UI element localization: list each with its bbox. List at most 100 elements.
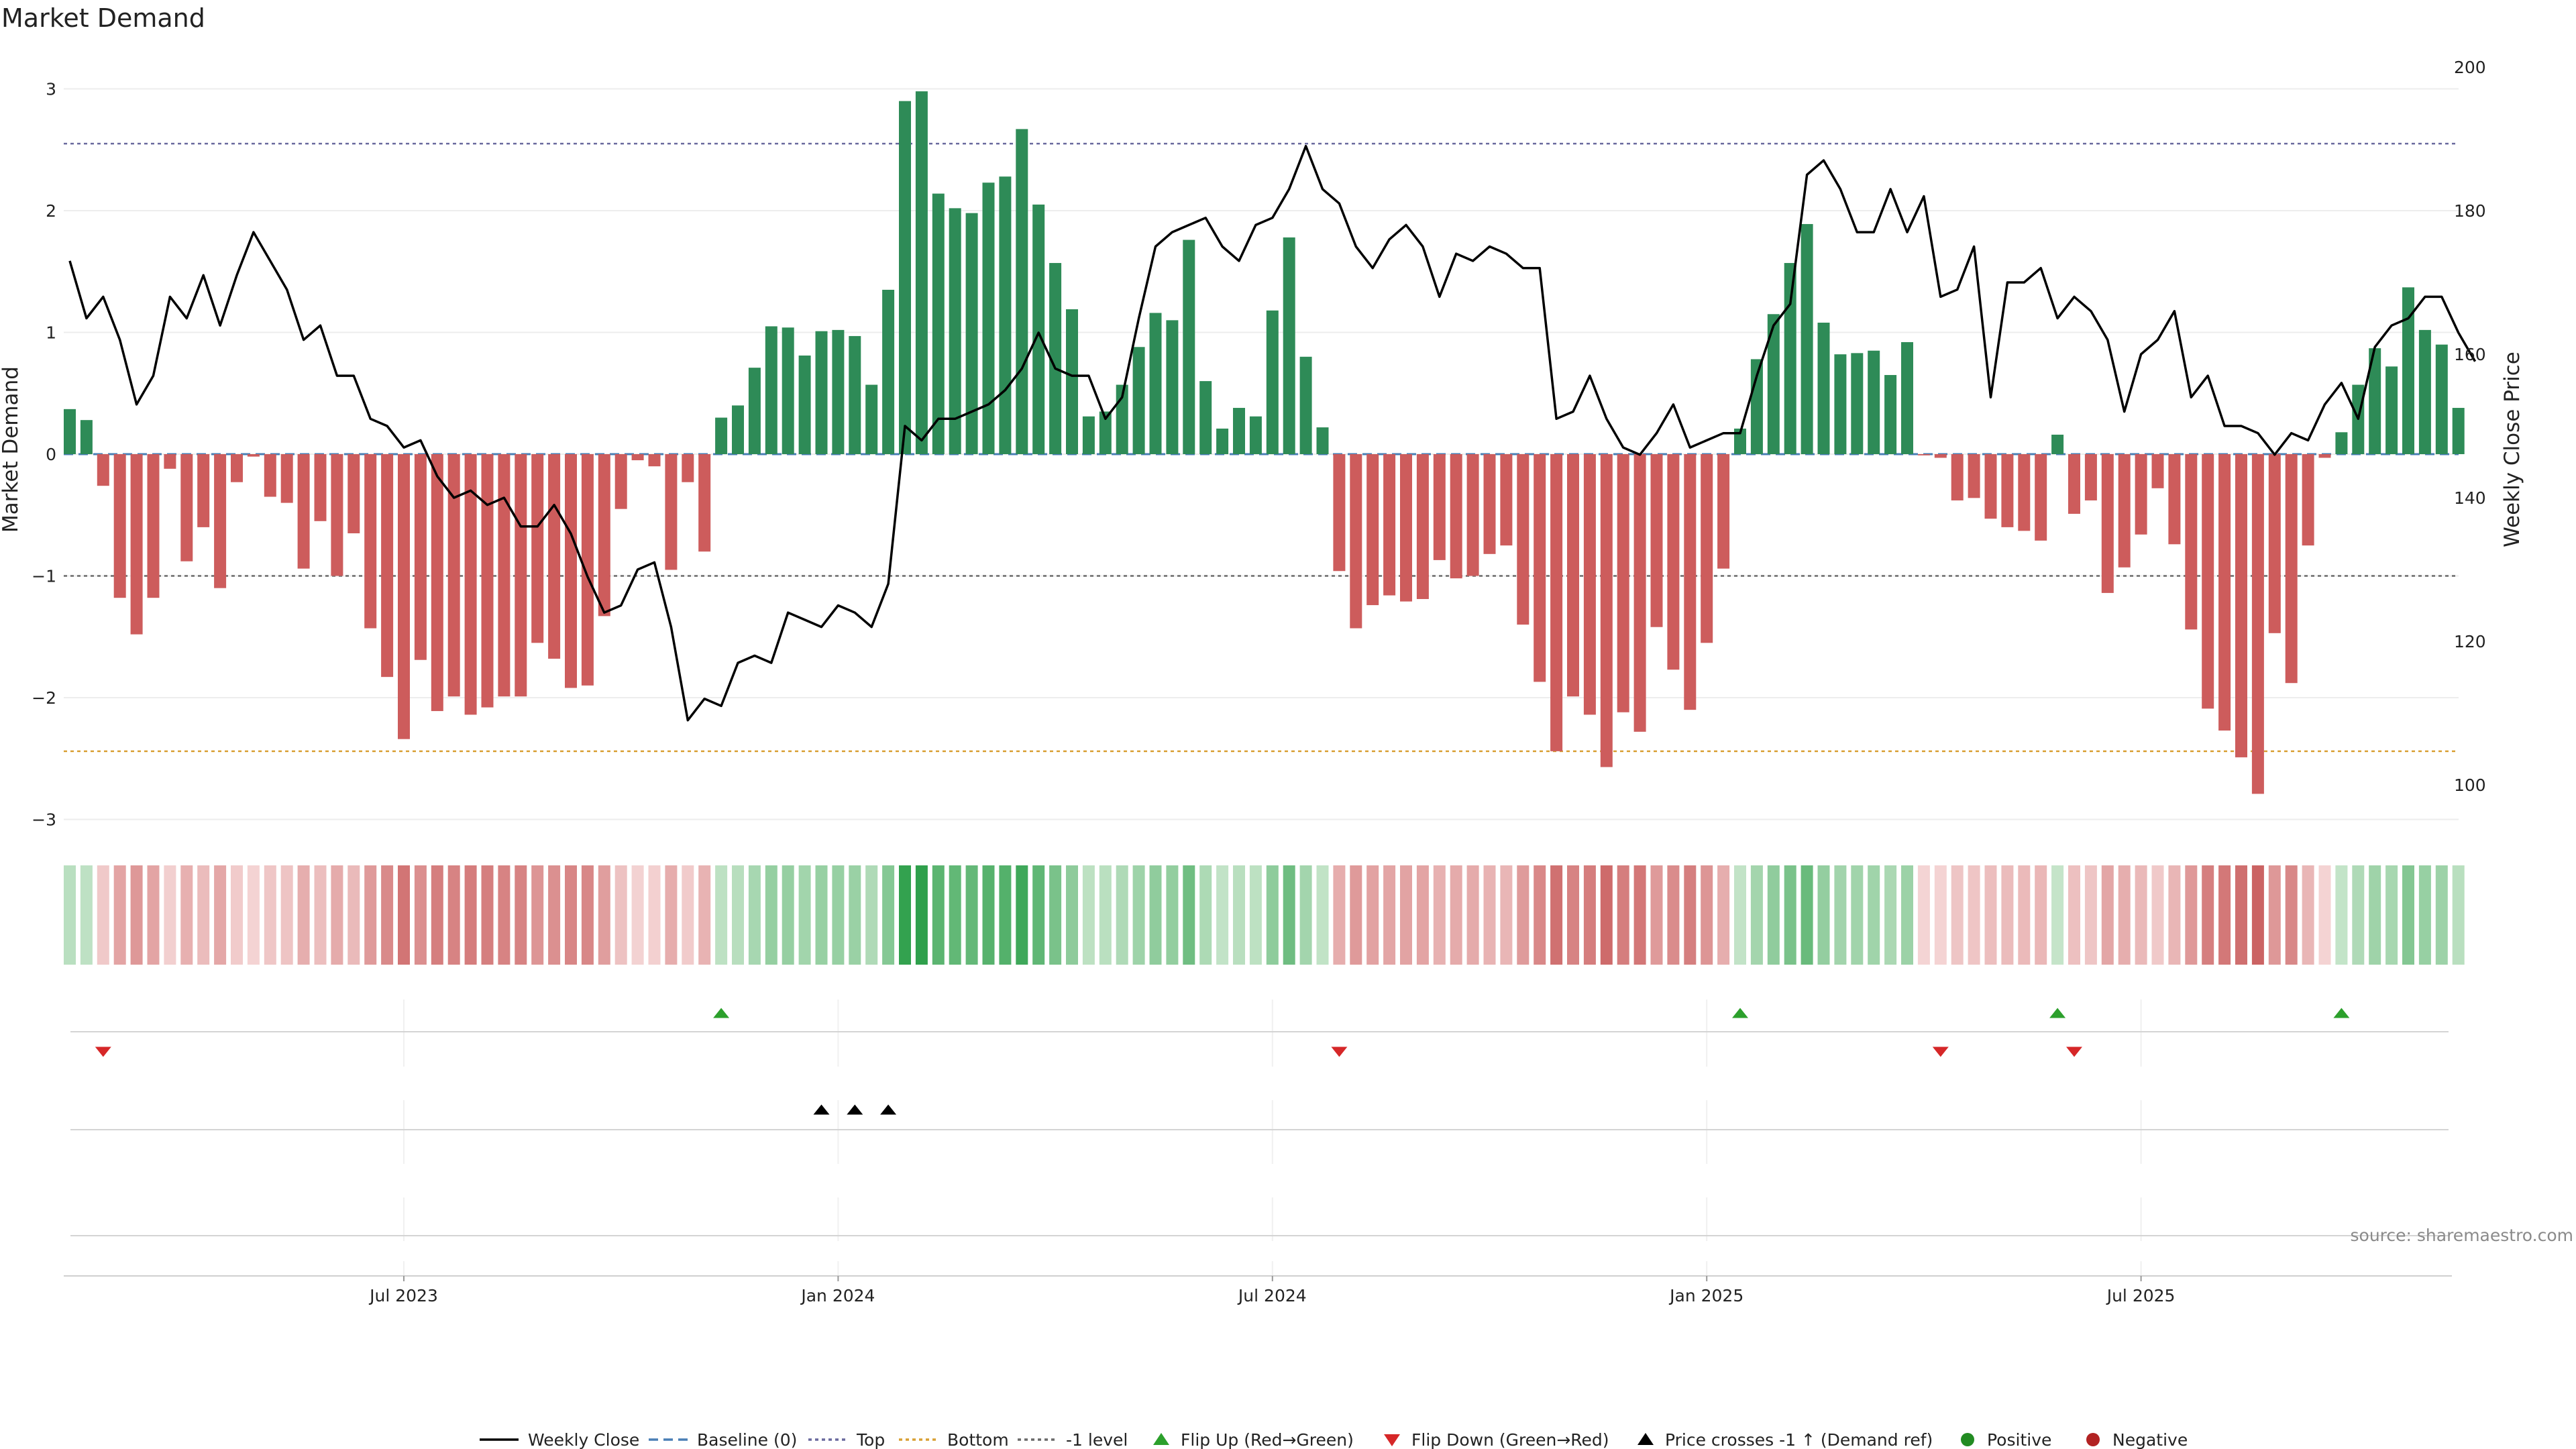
- y2-tick-label: 160: [2454, 345, 2486, 364]
- demand-bar: [447, 454, 460, 697]
- heat-cell: [1984, 865, 1997, 965]
- y2-tick-label: 200: [2454, 58, 2486, 77]
- y2-axis-label: Weekly Close Price: [2500, 352, 2524, 547]
- heat-cell: [2435, 865, 2448, 965]
- heat-cell: [1032, 865, 1045, 965]
- heat-cell: [1968, 865, 1980, 965]
- demand-bar: [1466, 454, 1479, 576]
- demand-bar: [1534, 454, 1546, 682]
- demand-bar: [548, 454, 561, 659]
- demand-bar: [1066, 309, 1078, 454]
- legend-label: Price crosses -1 ↑ (Demand ref): [1665, 1430, 1933, 1449]
- demand-bar: [247, 454, 260, 457]
- heat-cell: [2151, 865, 2164, 965]
- demand-bar: [882, 289, 895, 454]
- x-tick-label: Jul 2024: [1237, 1286, 1307, 1305]
- heat-cell: [1183, 865, 1195, 965]
- heat-cell: [1049, 865, 1062, 965]
- demand-bar: [2101, 454, 2114, 593]
- heat-cell: [748, 865, 761, 965]
- demand-bar: [64, 409, 76, 454]
- heat-cell: [1316, 865, 1329, 965]
- heat-cell: [1116, 865, 1128, 965]
- heat-cell: [982, 865, 995, 965]
- left-axis-ticks: 3 2 1 0 −1 −2 −3: [32, 80, 56, 830]
- y-tick-label: 2: [46, 201, 56, 221]
- demand-bars: [64, 91, 2465, 794]
- heat-cell: [1550, 865, 1563, 965]
- demand-bar: [280, 454, 293, 503]
- heat-cell: [965, 865, 978, 965]
- y-axis-label: Market Demand: [0, 366, 23, 533]
- heat-cell: [932, 865, 945, 965]
- heat-cell: [1600, 865, 1613, 965]
- heat-cell: [130, 865, 143, 965]
- demand-bar: [1734, 428, 1746, 454]
- legend-swatch: [2086, 1433, 2100, 1446]
- demand-bar: [297, 454, 310, 569]
- heat-cell: [1633, 865, 1646, 965]
- heat-cell: [665, 865, 678, 965]
- demand-bar: [899, 101, 911, 454]
- heat-cell: [2068, 865, 2080, 965]
- y2-tick-label: 180: [2454, 201, 2486, 221]
- heat-cell: [2452, 865, 2465, 965]
- demand-bar: [214, 454, 227, 588]
- legend-label: Negative: [2112, 1430, 2188, 1449]
- heat-cell: [197, 865, 210, 965]
- demand-bar: [1701, 454, 1713, 643]
- price-cross-marker: [813, 1104, 830, 1115]
- demand-bar: [2035, 454, 2047, 541]
- y-tick-label: −2: [32, 688, 56, 708]
- demand-bar: [1600, 454, 1613, 767]
- flip-up-marker: [713, 1008, 730, 1018]
- demand-bar: [164, 454, 176, 469]
- heat-cell: [1233, 865, 1245, 965]
- demand-bar: [2051, 434, 2064, 454]
- demand-bar: [113, 454, 126, 598]
- heat-cell: [464, 865, 477, 965]
- legend-swatch: [1384, 1434, 1400, 1446]
- flip-up-marker: [2049, 1008, 2066, 1018]
- demand-bar: [147, 454, 160, 598]
- heat-cell: [1333, 865, 1346, 965]
- heat-cell: [732, 865, 744, 965]
- heat-cell: [1416, 865, 1429, 965]
- heat-cell: [1266, 865, 1279, 965]
- heat-cell: [1366, 865, 1379, 965]
- heat-cell: [1884, 865, 1897, 965]
- heat-cell: [798, 865, 811, 965]
- demand-bar: [314, 454, 327, 521]
- demand-bar: [614, 454, 627, 509]
- heat-cell: [999, 865, 1012, 965]
- heat-cell: [247, 865, 260, 965]
- heat-cell: [1199, 865, 1212, 965]
- demand-bar: [932, 193, 945, 454]
- demand-bar: [1366, 454, 1379, 606]
- demand-bar: [264, 454, 276, 497]
- demand-bar: [1550, 454, 1563, 751]
- heat-cell: [180, 865, 193, 965]
- demand-bar: [949, 208, 961, 454]
- legend-label: -1 level: [1066, 1430, 1128, 1449]
- demand-bar: [1667, 454, 1680, 670]
- heat-cell: [1851, 865, 1864, 965]
- heat-cell: [2335, 865, 2348, 965]
- heat-cell: [314, 865, 327, 965]
- demand-bar: [2369, 348, 2381, 454]
- heat-cell: [364, 865, 377, 965]
- y-tick-label: −1: [32, 567, 56, 586]
- demand-bar: [648, 454, 661, 467]
- x-tick-label: Jul 2025: [2106, 1286, 2176, 1305]
- demand-bar: [1868, 350, 1880, 454]
- y2-tick-label: 100: [2454, 775, 2486, 795]
- demand-bar: [849, 335, 861, 454]
- event-panels: [64, 1008, 2452, 1277]
- demand-bar: [1617, 454, 1629, 712]
- weekly-close-line: [68, 144, 2477, 722]
- heat-cell: [949, 865, 961, 965]
- heat-cell: [1934, 865, 1947, 965]
- flip-down-marker: [1331, 1046, 1348, 1057]
- demand-bar: [1383, 454, 1396, 596]
- demand-bar: [1934, 454, 1947, 458]
